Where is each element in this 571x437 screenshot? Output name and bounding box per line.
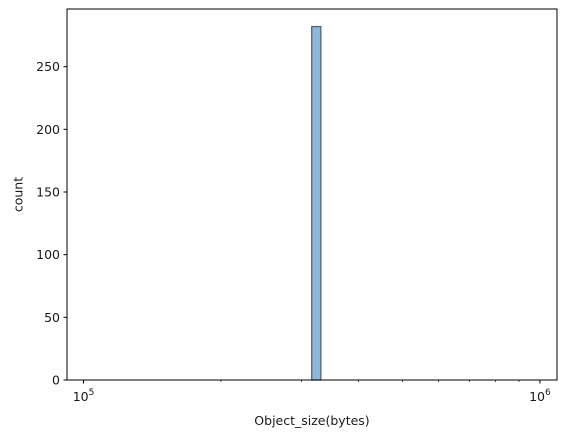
y-tick-label: 250	[36, 59, 60, 74]
histogram-bar	[311, 25, 322, 381]
y-tick-label: 150	[36, 184, 60, 199]
y-tick-label: 200	[36, 122, 60, 137]
x-tick-label: 106	[529, 388, 551, 404]
x-tick-label: 105	[73, 388, 95, 404]
y-axis-label: count	[11, 177, 26, 212]
histogram-bars	[311, 25, 322, 381]
y-tick-label: 0	[52, 373, 60, 388]
x-axis-ticks: 105 106	[73, 380, 551, 404]
y-tick-label: 100	[36, 247, 60, 262]
plot-frame	[66, 8, 558, 381]
y-tick-label: 50	[44, 310, 60, 325]
y-axis-ticks: 0 50 100 150 200 250	[36, 59, 67, 388]
x-axis-label: Object_size(bytes)	[254, 413, 369, 428]
